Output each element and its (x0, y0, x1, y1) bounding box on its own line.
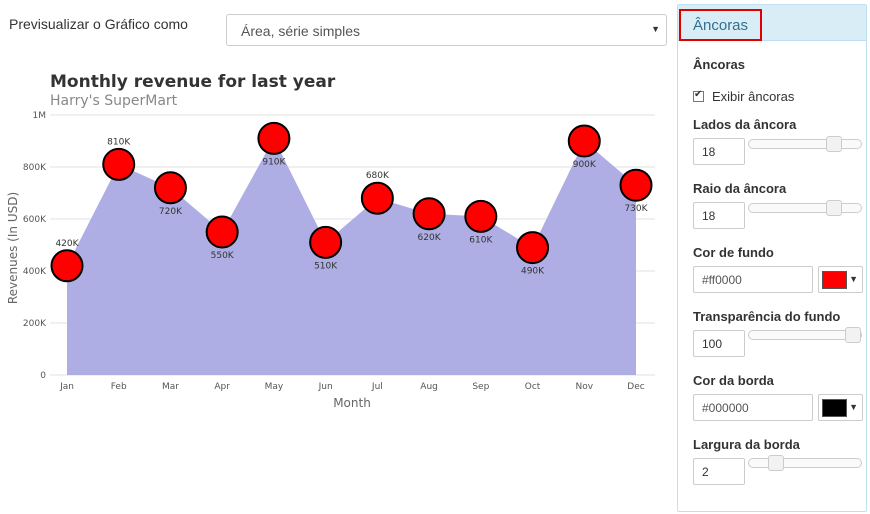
chart-area: Monthly revenue for last year Harry's Su… (0, 58, 670, 418)
anchor-point (516, 231, 550, 265)
anchor-point (567, 124, 601, 158)
data-label: 810K (107, 137, 131, 147)
anchor-point (205, 215, 239, 249)
panel-header: Âncoras (678, 5, 866, 41)
sides-slider[interactable] (748, 136, 862, 152)
radius-slider-handle[interactable] (825, 200, 842, 216)
y-tick-label: 400K (23, 267, 47, 277)
data-label: 550K (211, 251, 235, 261)
anchor-settings-panel: Âncoras Âncoras Exibir âncoras Lados da … (677, 4, 867, 512)
chart-subtitle: Harry's SuperMart (50, 93, 178, 109)
x-tick-label: Jun (318, 382, 333, 392)
anchor-point (153, 171, 187, 205)
sides-label: Lados da âncora (693, 117, 797, 132)
data-label: 610K (469, 235, 493, 245)
anchor-point (102, 147, 136, 181)
border-width-slider[interactable] (748, 455, 862, 471)
bg-color-swatch (822, 271, 847, 289)
data-label: 620K (418, 233, 442, 243)
x-tick-label: Jan (59, 382, 74, 392)
preview-label: Previsualizar o Gráfico como (9, 16, 188, 32)
y-tick-label: 200K (23, 319, 47, 329)
chart-type-selected: Área, série simples (241, 23, 361, 39)
border-color-input[interactable]: #000000 (693, 394, 813, 421)
y-tick-label: 0 (40, 371, 46, 381)
bg-color-label: Cor de fundo (693, 245, 774, 260)
x-tick-label: Nov (575, 382, 593, 392)
x-tick-label: Aug (420, 382, 438, 392)
anchor-point (50, 249, 84, 283)
value-labels: 420K 810K 720K 550K 910K 510K 680K 620K 610K 490K… (55, 137, 648, 276)
x-tick-label: Sep (472, 382, 489, 392)
area-fill (67, 138, 636, 375)
x-tick-label: Jul (371, 382, 383, 392)
y-tick-label: 800K (23, 163, 47, 173)
x-tick-label: Mar (162, 382, 179, 392)
chevron-down-icon: ▼ (849, 274, 858, 284)
radius-input[interactable]: 18 (693, 202, 745, 229)
show-anchors-label: Exibir âncoras (712, 89, 795, 104)
x-tick-label: Oct (525, 382, 541, 392)
data-label: 510K (314, 261, 338, 271)
data-label: 490K (521, 267, 545, 277)
data-label: 900K (573, 160, 597, 170)
radius-slider[interactable] (748, 200, 862, 216)
anchor-point (360, 181, 394, 215)
x-tick-label: Dec (627, 382, 644, 392)
x-tick-label: May (265, 382, 284, 392)
data-label: 420K (55, 239, 79, 249)
x-tick-label: Feb (111, 382, 127, 392)
bg-alpha-input[interactable]: 100 (693, 330, 745, 357)
anchor-point (309, 225, 343, 259)
show-anchors-row[interactable]: Exibir âncoras (693, 89, 794, 104)
sides-slider-handle[interactable] (825, 136, 842, 152)
x-axis: Jan Feb Mar Apr May Jun Jul Aug Sep Oct Nov Dec (59, 382, 645, 392)
border-color-label: Cor da borda (693, 373, 774, 388)
bg-color-picker[interactable]: ▼ (818, 266, 863, 293)
data-label: 910K (262, 157, 286, 167)
x-axis-title: Month (333, 396, 371, 410)
chevron-down-icon: ▼ (651, 24, 660, 34)
chart-title: Monthly revenue for last year (50, 72, 336, 92)
show-anchors-checkbox[interactable] (693, 89, 704, 102)
border-color-swatch (822, 399, 847, 417)
bg-alpha-slider-handle[interactable] (845, 327, 861, 343)
y-tick-label: 1M (33, 111, 47, 121)
chevron-down-icon: ▼ (849, 402, 858, 412)
section-title: Âncoras (693, 57, 746, 72)
anchor-point (464, 199, 498, 233)
anchor-point (257, 121, 291, 155)
radius-label: Raio da âncora (693, 181, 787, 196)
bg-alpha-slider[interactable] (748, 327, 862, 343)
chart-type-select[interactable]: Área, série simples ▼ (226, 14, 667, 46)
x-tick-label: Apr (214, 382, 230, 392)
data-label: 720K (159, 207, 183, 217)
area-series (67, 138, 636, 375)
border-width-label: Largura da borda (693, 437, 800, 452)
y-tick-label: 600K (23, 215, 47, 225)
border-width-slider-handle[interactable] (768, 455, 785, 471)
area-chart: Monthly revenue for last year Harry's Su… (6, 72, 655, 410)
bg-alpha-label: Transparência do fundo (693, 309, 841, 324)
bg-color-input[interactable]: #ff0000 (693, 266, 813, 293)
anchor-point (619, 168, 653, 202)
data-label: 680K (366, 171, 390, 181)
border-width-input[interactable]: 2 (693, 458, 745, 485)
border-color-picker[interactable]: ▼ (818, 394, 863, 421)
anchor-point (412, 197, 446, 231)
anchor-layer (50, 121, 653, 283)
sides-input[interactable]: 18 (693, 138, 745, 165)
y-axis-title: Revenues (In USD) (6, 192, 20, 304)
data-label: 730K (624, 204, 648, 214)
tab-anchors[interactable]: Âncoras (679, 9, 763, 41)
